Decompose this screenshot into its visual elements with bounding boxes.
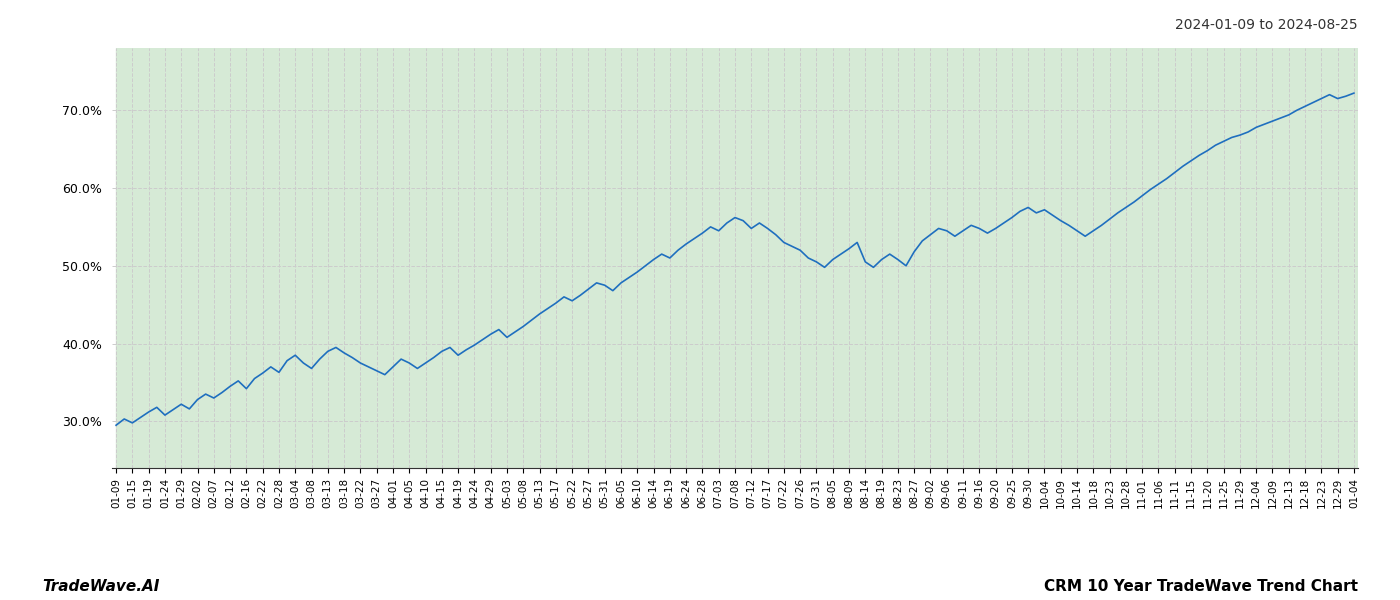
Text: 2024-01-09 to 2024-08-25: 2024-01-09 to 2024-08-25 <box>1176 18 1358 32</box>
Text: CRM 10 Year TradeWave Trend Chart: CRM 10 Year TradeWave Trend Chart <box>1044 579 1358 594</box>
Text: TradeWave.AI: TradeWave.AI <box>42 579 160 594</box>
